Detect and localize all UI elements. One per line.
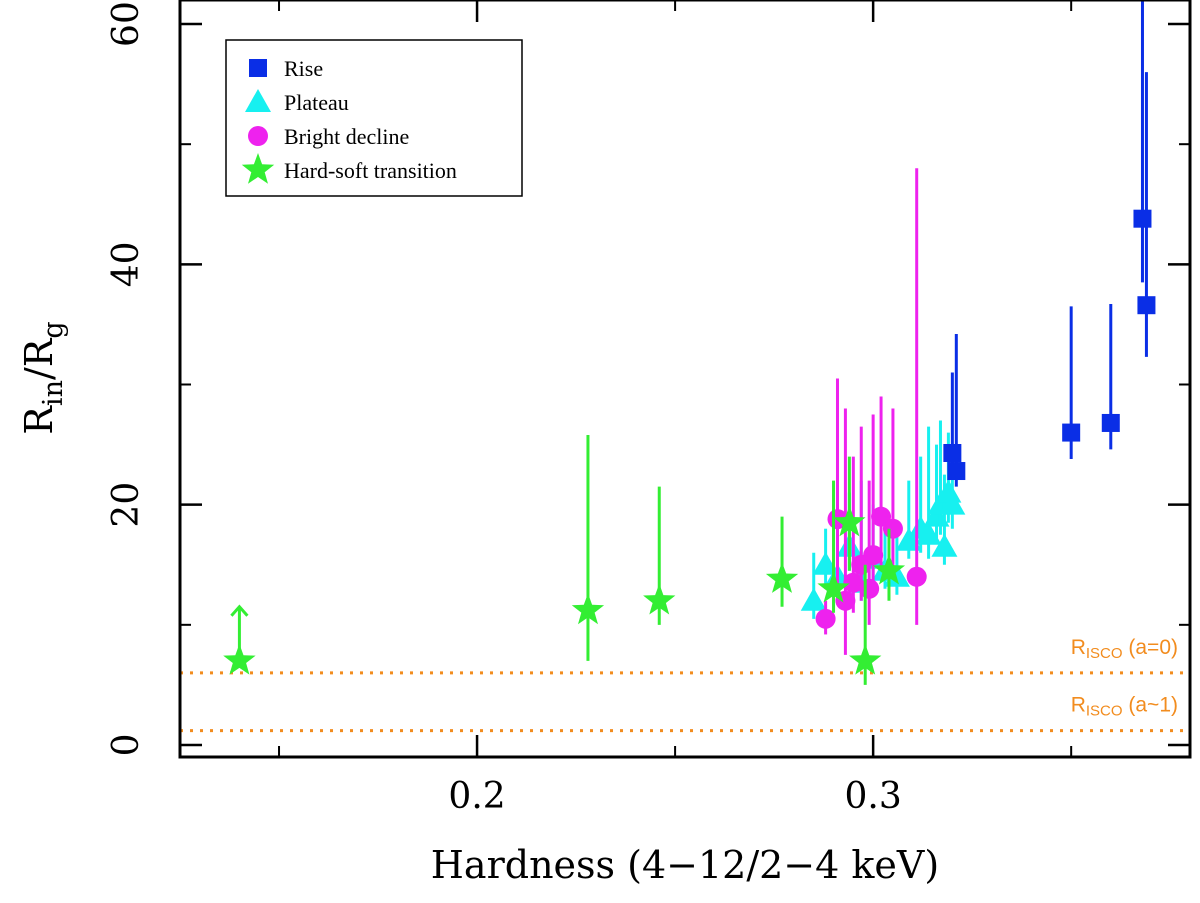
rise-point (1133, 209, 1152, 228)
rise-point (1101, 413, 1120, 432)
x-tick-label: 0.2 (448, 776, 505, 817)
y-axis-title-sub1: in (38, 380, 69, 406)
bright-decline-point (859, 578, 880, 599)
rise-point (947, 462, 966, 481)
y-tick-label: 20 (106, 482, 147, 528)
data-series (223, 0, 1156, 685)
risco-label-1: RISCO (a~1) (1071, 694, 1178, 720)
reference-lines: RISCO (a=0) RISCO (a~1) (180, 636, 1190, 733)
legend-marker-rise (249, 59, 267, 77)
hard-soft-transition-point (817, 571, 850, 603)
bright-decline-point (906, 566, 927, 587)
y-axis-title: Rin/Rg (17, 321, 69, 434)
rise-point (1062, 423, 1081, 442)
bright-decline-point (843, 572, 864, 593)
y-axis-title-main: R (17, 405, 61, 435)
series-hard-soft-transition (223, 434, 906, 685)
rise-point (1137, 296, 1156, 315)
axis-ticks: 0 20 40 60 0.2 0.3 (106, 0, 1190, 817)
plateau-point (939, 491, 966, 515)
legend-box (225, 39, 523, 197)
y-tick-label: 0 (106, 734, 147, 757)
plateau-point (800, 587, 827, 611)
plateau-point (931, 533, 958, 557)
hard-soft-transition-point (571, 593, 605, 625)
legend-label-plateau: Plateau (284, 90, 349, 115)
risco-label-0: RISCO (a=0) (1071, 636, 1178, 662)
y-axis-title-mid: /R (17, 337, 61, 380)
x-axis-title: Hardness (4−12/2−4 keV) (431, 843, 939, 887)
bright-decline-point (863, 545, 884, 566)
hard-soft-transition-point (643, 583, 676, 615)
legend-label-rise: Rise (284, 56, 323, 81)
hard-soft-transition-point (765, 562, 799, 593)
legend: Rise Plateau Bright decline Hard-soft trans… (225, 39, 523, 197)
bright-decline-point (882, 518, 903, 539)
bright-decline-point (815, 608, 836, 629)
x-tick-label: 0.3 (845, 776, 902, 817)
y-axis-title-sub2: g (38, 321, 69, 338)
y-tick-label: 60 (106, 1, 147, 47)
hard-soft-transition-point (849, 643, 882, 675)
legend-label-hard-soft-transition: Hard-soft transition (284, 158, 457, 183)
series-bright-decline (815, 168, 927, 655)
rise-point (943, 443, 962, 462)
lower-limit-arrows (230, 604, 249, 661)
legend-marker-plateau (245, 89, 271, 112)
hard-soft-transition-point (872, 553, 906, 585)
lower-limit-arrow-head (230, 604, 249, 617)
legend-marker-bright-decline (248, 126, 268, 146)
y-tick-label: 40 (106, 241, 147, 287)
series-rise (943, 0, 1156, 487)
hard-soft-transition-point (833, 505, 866, 537)
legend-label-bright-decline: Bright decline (284, 124, 409, 149)
legend-marker-hard-soft-transition (241, 153, 275, 184)
plot-frame (178, 0, 1192, 759)
